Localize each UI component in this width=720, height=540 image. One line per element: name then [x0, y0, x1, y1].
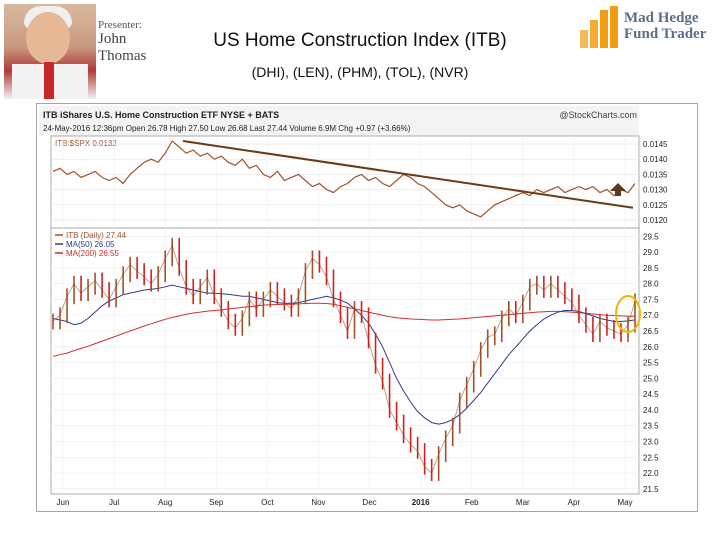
highlight-circle — [615, 295, 641, 333]
price-legend-entry: ITB (Daily) 27.44 — [66, 231, 127, 240]
price-tick-label: 26.0 — [643, 343, 659, 352]
price-legend-entry: MA(200) 26.55 — [66, 249, 119, 258]
price-tick-label: 22.0 — [643, 469, 659, 478]
presenter-label: Presenter: — [98, 19, 142, 31]
chart-title: ITB iShares U.S. Home Construction ETF N… — [43, 110, 279, 120]
x-tick-label: Sep — [209, 498, 224, 507]
x-tick-label: Aug — [158, 498, 172, 507]
ma200-line — [52, 302, 635, 357]
ratio-tick-label: 0.0135 — [643, 170, 668, 179]
slide-title: US Home Construction Index (ITB) — [213, 30, 507, 51]
presenter-block: Presenter: John Thomas — [4, 4, 174, 99]
up-arrow-icon — [610, 183, 626, 196]
itb-close-line — [52, 244, 636, 474]
presenter-name: John Thomas — [98, 31, 147, 64]
ratio-trendline — [182, 140, 634, 209]
x-tick-label: Oct — [261, 498, 274, 507]
ratio-tick-label: 0.0125 — [643, 201, 668, 210]
price-tick-label: 24.0 — [643, 406, 659, 415]
x-tick-label: Apr — [568, 498, 581, 507]
logo-bars-icon — [580, 6, 620, 48]
price-tick-label: 28.0 — [643, 280, 659, 289]
price-tick-label: 29.0 — [643, 248, 659, 257]
x-tick-label: Jun — [57, 498, 70, 507]
ratio-tick-label: 0.0140 — [643, 155, 668, 164]
x-tick-label: Nov — [311, 498, 325, 507]
price-tick-label: 29.5 — [643, 232, 659, 241]
x-tick-label: May — [617, 498, 632, 507]
logo-line-2: Fund Trader — [624, 26, 707, 42]
price-tick-label: 28.5 — [643, 264, 659, 273]
price-tick-label: 25.5 — [643, 359, 659, 368]
price-tick-label: 23.0 — [643, 437, 659, 446]
chart-source: @StockCharts.com — [559, 110, 637, 120]
mad-hedge-logo: Mad Hedge Fund Trader — [580, 0, 715, 50]
x-tick-label: Dec — [362, 498, 376, 507]
slide-subtitle: (DHI), (LEN), (PHM), (TOL), (NVR) — [251, 64, 469, 80]
ratio-tick-label: 0.0120 — [643, 216, 668, 225]
x-tick-label: Feb — [465, 498, 479, 507]
ratio-legend: ITB:$SPX 0.0132 — [55, 139, 117, 148]
stock-chart: ITB iShares U.S. Home Construction ETF N… — [36, 103, 698, 512]
chart-info-line: 24-May-2016 12:36pm Open 26.78 High 27.5… — [43, 124, 411, 133]
price-legend-entry: MA(50) 26.05 — [66, 240, 115, 249]
x-tick-label: Mar — [516, 498, 530, 507]
stock-chart-svg: ITB iShares U.S. Home Construction ETF N… — [37, 104, 697, 511]
price-tick-label: 23.5 — [643, 422, 659, 431]
price-tick-label: 27.0 — [643, 311, 659, 320]
price-tick-label: 26.5 — [643, 327, 659, 336]
price-tick-label: 25.0 — [643, 374, 659, 383]
x-tick-label: Jul — [109, 498, 119, 507]
presenter-photo — [4, 4, 96, 99]
x-tick-label: 2016 — [412, 498, 430, 507]
ratio-tick-label: 0.0130 — [643, 186, 668, 195]
ma50-line — [52, 284, 636, 425]
price-tick-label: 21.5 — [643, 485, 659, 494]
ratio-line — [52, 140, 636, 218]
ratio-tick-label: 0.0145 — [643, 140, 668, 149]
logo-line-1: Mad Hedge — [624, 10, 699, 26]
price-tick-label: 22.5 — [643, 453, 659, 462]
price-tick-label: 24.5 — [643, 390, 659, 399]
price-tick-label: 27.5 — [643, 295, 659, 304]
